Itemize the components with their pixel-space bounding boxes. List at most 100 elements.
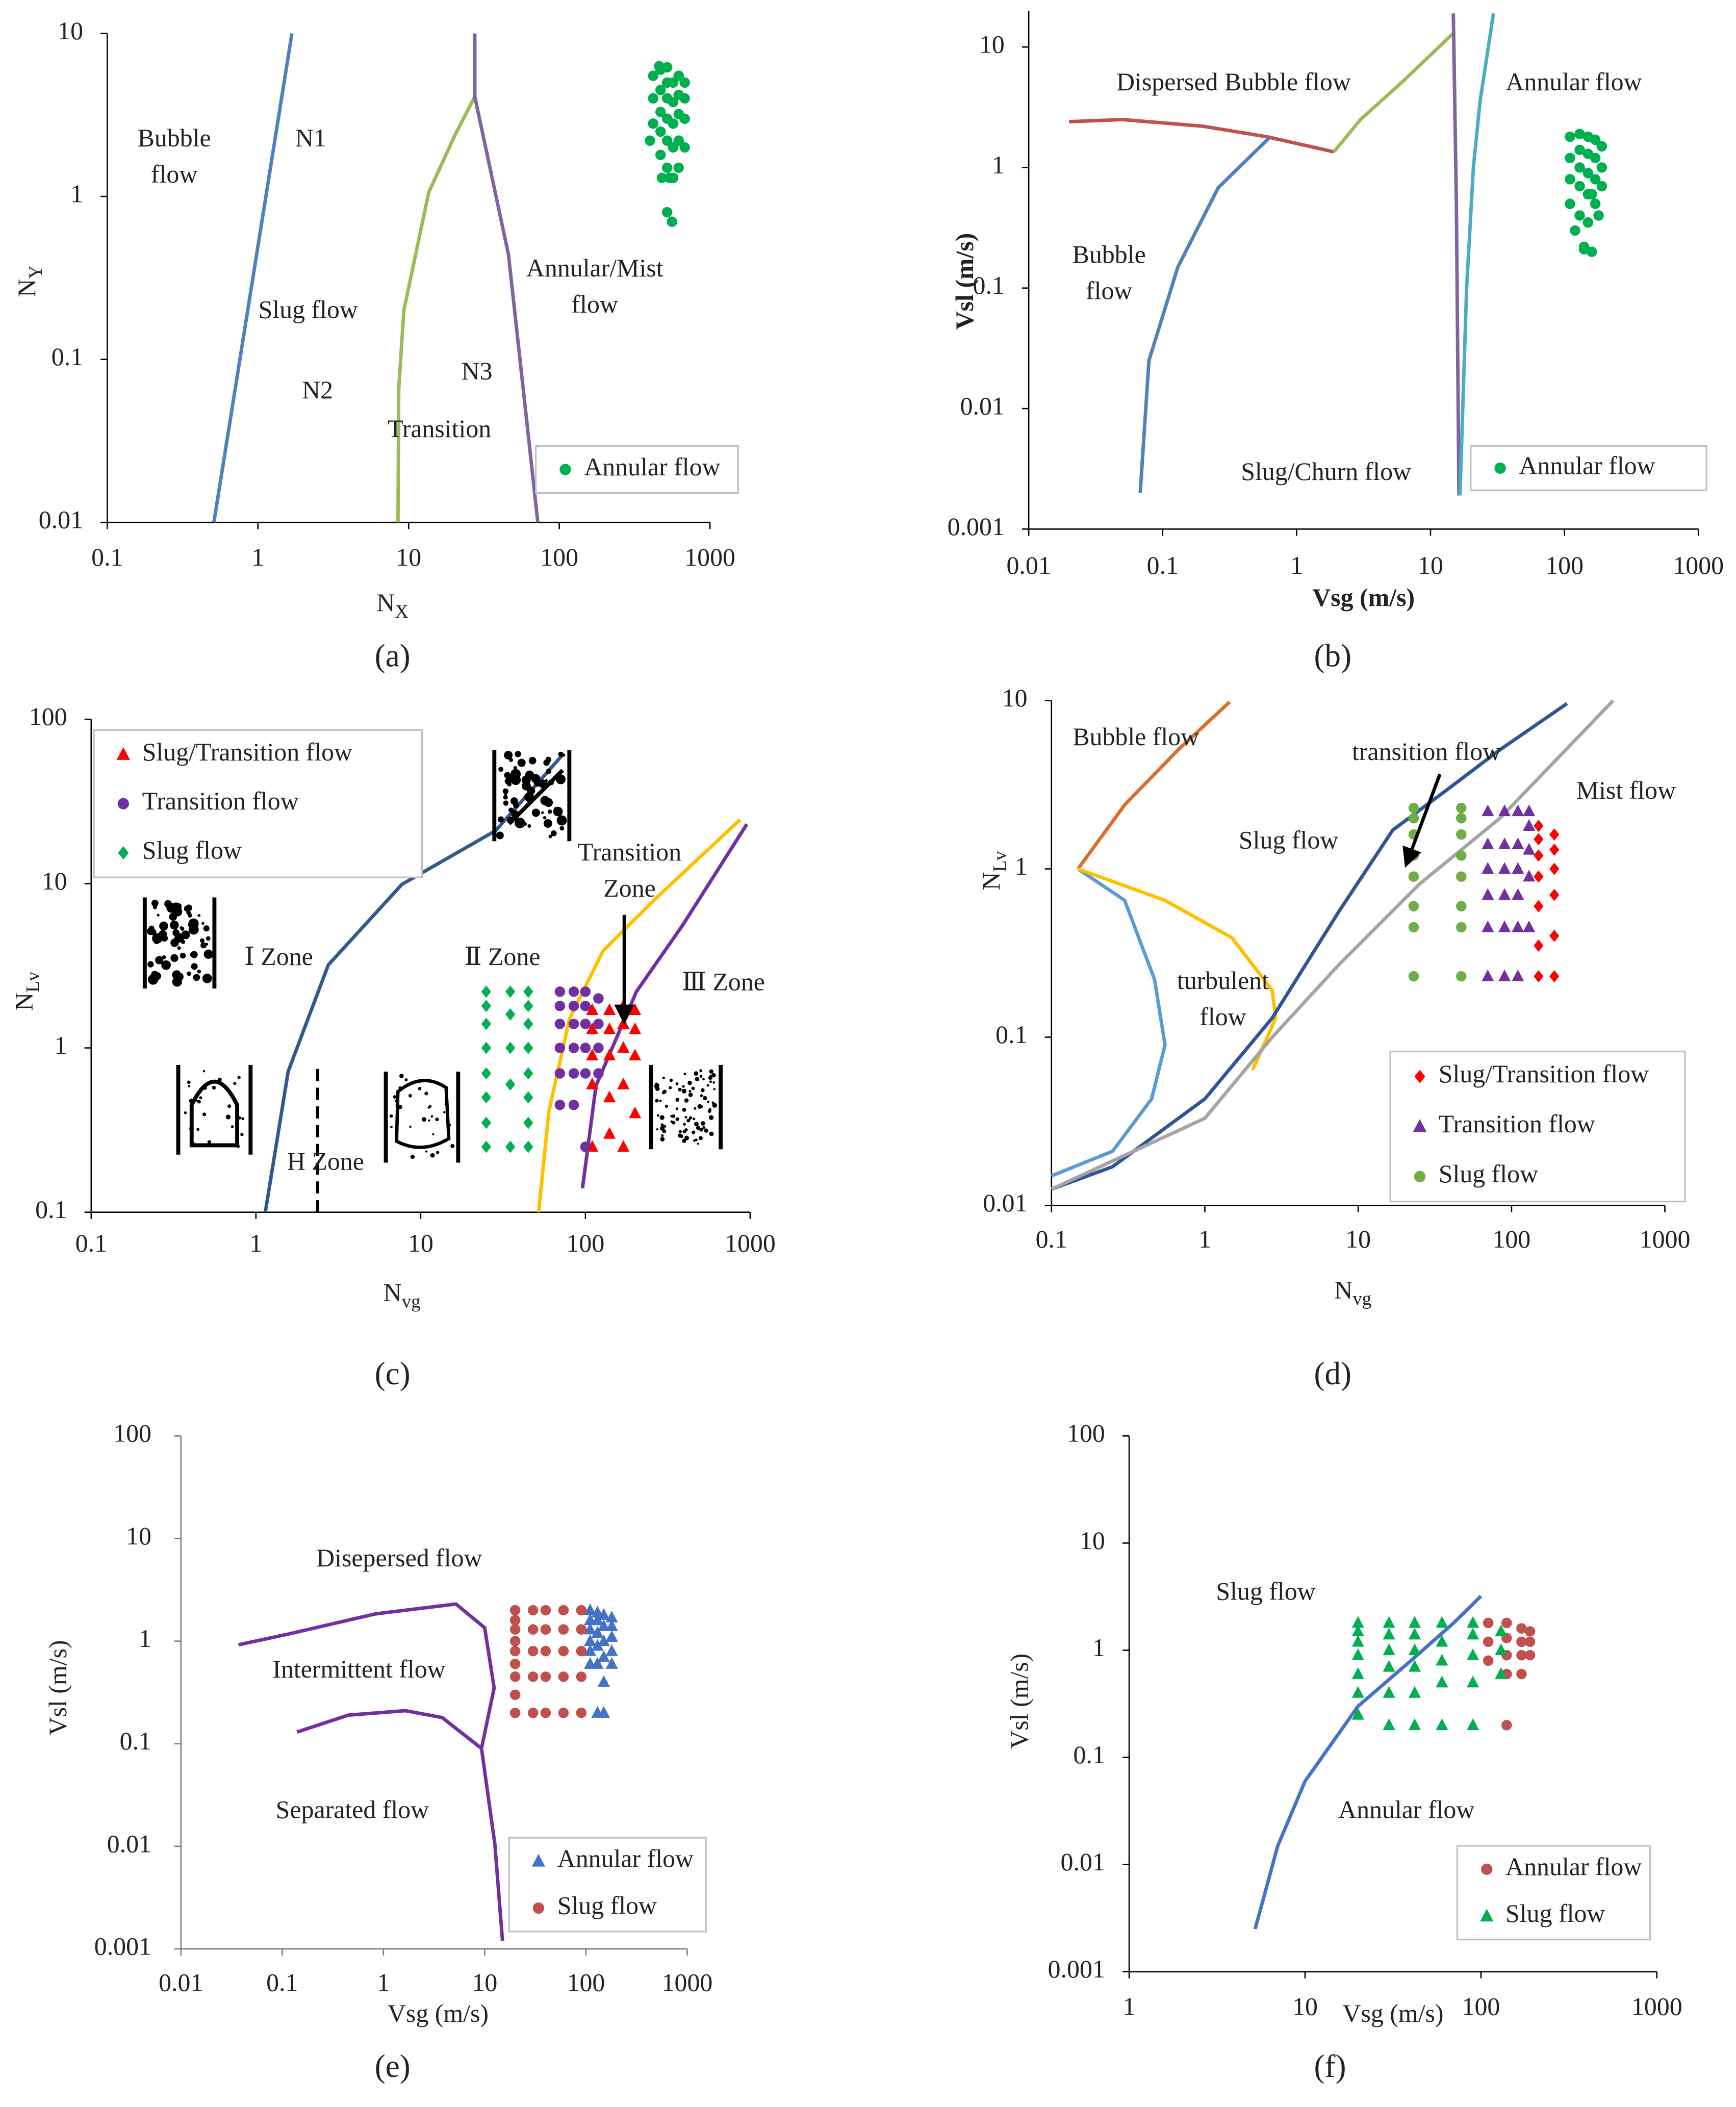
sketch-dot <box>527 824 531 828</box>
annotation: flow <box>1199 1003 1246 1031</box>
annotation: Slug/Churn flow <box>1241 458 1411 486</box>
sketch-dot <box>428 1105 432 1108</box>
sketch-dot <box>700 1121 705 1126</box>
sketch-dot <box>443 1111 446 1114</box>
sketch-dot <box>655 1086 660 1091</box>
point <box>645 135 655 146</box>
point <box>554 986 566 997</box>
y-tick-label: 0.01 <box>107 1830 151 1858</box>
flow-sketch <box>384 1071 461 1163</box>
y-tick-label: 0.1 <box>35 1196 67 1224</box>
point <box>1574 210 1585 221</box>
point <box>523 985 533 998</box>
boundary-line <box>1077 700 1231 870</box>
point <box>605 1619 618 1631</box>
point <box>603 1049 616 1060</box>
y-tick-label: 10 <box>1080 1527 1105 1555</box>
axis-label-main: N <box>1334 1276 1352 1304</box>
point <box>1524 1649 1536 1661</box>
sketch-dot <box>418 1086 422 1090</box>
flow-sketch <box>142 897 217 989</box>
sketch-dot <box>683 1123 686 1126</box>
boundary-line <box>580 823 749 1189</box>
x-tick-label: 100 <box>1462 1993 1500 2021</box>
sketch-dot <box>399 1074 404 1078</box>
axis-label: Vsg (m/s) <box>388 1999 489 2027</box>
annotation: Slug flow <box>1239 826 1338 854</box>
point <box>1456 871 1467 882</box>
point <box>568 1100 579 1110</box>
point <box>481 1000 492 1012</box>
x-tick-label: 100 <box>567 1968 605 1996</box>
sketch-dot <box>687 1080 692 1085</box>
point <box>1408 1686 1421 1698</box>
sketch-dot <box>543 819 552 828</box>
sketch-dot <box>702 1078 705 1081</box>
sketch-dot <box>678 1130 682 1134</box>
boundary-line <box>1138 137 1270 493</box>
y-tick-label: 0.01 <box>983 1189 1027 1217</box>
point <box>1351 1708 1364 1720</box>
sketch-dot <box>187 1080 191 1084</box>
point <box>509 1624 521 1635</box>
y-tick-label: 0.01 <box>1061 1848 1105 1876</box>
point <box>1534 820 1544 832</box>
point <box>1534 900 1544 912</box>
chart: 1 10 100 1000 0.001 0.01 0.1 1 10 100 Slug flow Ann… <box>1048 1419 1682 2084</box>
point <box>597 1675 610 1687</box>
sketch-dot <box>161 960 171 970</box>
point <box>1512 888 1524 900</box>
sketch-dot <box>390 1126 393 1129</box>
sketch-dot <box>517 758 526 767</box>
point <box>673 70 684 81</box>
sketch-dot <box>190 952 195 957</box>
point <box>1534 849 1544 862</box>
arrow <box>1402 773 1442 868</box>
point <box>1501 1617 1512 1629</box>
sketch-dot <box>188 924 199 935</box>
axis-label: NX <box>376 589 409 622</box>
point <box>648 93 659 104</box>
point <box>1565 198 1575 209</box>
point <box>1512 837 1524 849</box>
point <box>584 1622 597 1635</box>
point <box>580 1068 591 1079</box>
axis-label: Nvg <box>384 1279 421 1312</box>
axis-label-sub: Lv <box>22 971 43 992</box>
axis-label-main: N <box>376 589 395 617</box>
point <box>580 1001 591 1011</box>
point <box>597 1634 610 1646</box>
axis-label: NY <box>13 265 46 297</box>
boundary-line <box>1458 13 1495 496</box>
point <box>523 1091 533 1104</box>
sketch-dot <box>241 1117 245 1121</box>
sketch-dot <box>559 826 565 831</box>
point <box>527 1645 539 1657</box>
sketch-dot <box>180 926 183 929</box>
annotation: flow <box>1086 277 1132 305</box>
legend-label: Annular flow <box>1519 451 1655 479</box>
sketch-dot <box>702 1126 705 1129</box>
y-tick-label: 10 <box>979 31 1005 59</box>
point <box>603 1127 616 1139</box>
sketch-dot <box>504 794 507 797</box>
y-tick-label: 0.1 <box>1073 1741 1105 1769</box>
sketch-dot <box>196 1100 199 1102</box>
sketch-dot <box>708 1115 714 1120</box>
point <box>1436 1654 1448 1666</box>
point <box>1482 888 1494 900</box>
point <box>1482 804 1494 817</box>
panel-label: (a) <box>375 638 411 674</box>
sketch-dot <box>675 1082 679 1086</box>
point <box>554 1068 566 1079</box>
x-tick-label: 0.1 <box>1147 551 1179 579</box>
sketch-dot <box>704 1128 708 1133</box>
point <box>655 85 666 95</box>
annotation: H Zone <box>287 1148 364 1176</box>
point <box>593 1019 604 1029</box>
point <box>591 1613 604 1626</box>
sketch-dot <box>206 954 211 958</box>
sketch-dot <box>699 1075 703 1078</box>
sketch-dot <box>188 913 192 918</box>
sketch-dot <box>682 1138 686 1143</box>
